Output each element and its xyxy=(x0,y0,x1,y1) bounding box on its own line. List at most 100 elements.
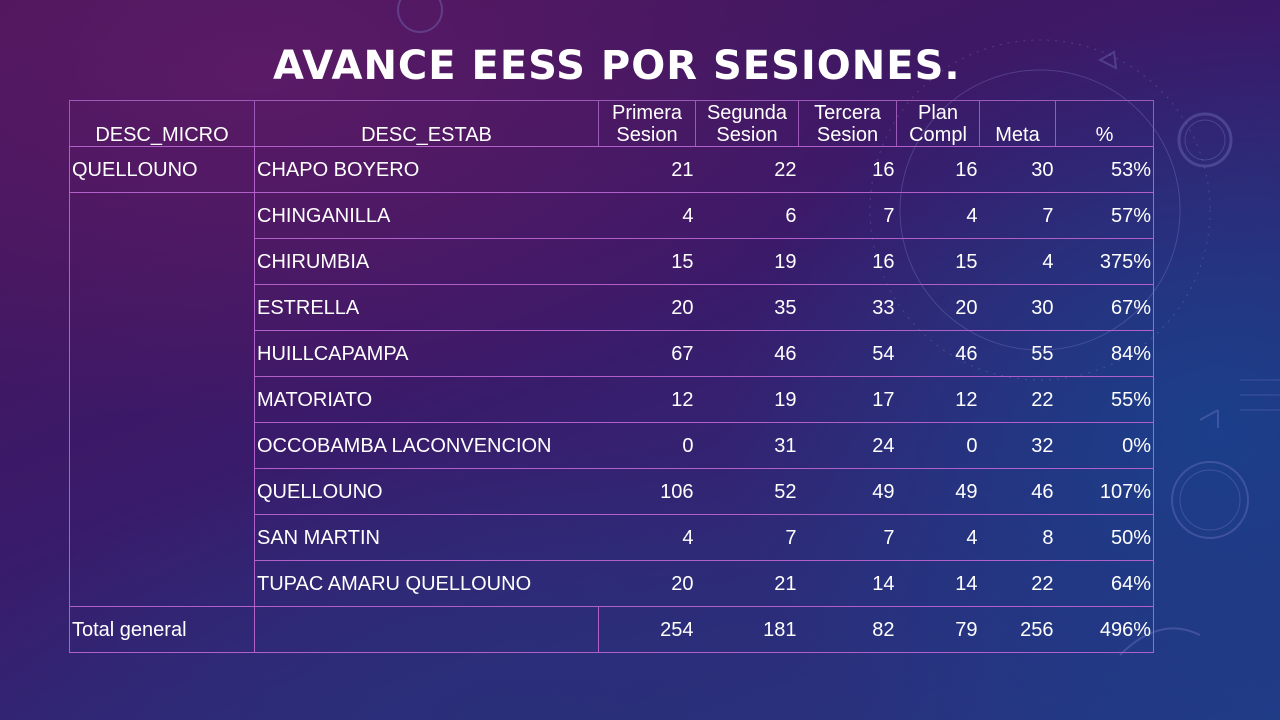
cell-meta: 55 xyxy=(979,330,1056,377)
cell-percent: 57% xyxy=(1055,192,1154,239)
cell-percent: 55% xyxy=(1055,376,1154,423)
cell-tercera: 24 xyxy=(798,422,897,469)
cell-meta: 30 xyxy=(979,284,1056,331)
cell-meta: 4 xyxy=(979,238,1056,285)
total-tercera: 82 xyxy=(798,606,897,653)
cell-plan: 20 xyxy=(896,284,980,331)
cell-desc-micro: QUELLOUNO xyxy=(69,146,255,193)
cell-primera: 106 xyxy=(598,468,696,515)
header-desc-estab: DESC_ESTAB xyxy=(254,100,599,147)
cell-primera: 67 xyxy=(598,330,696,377)
cell-plan: 14 xyxy=(896,560,980,607)
cell-segunda: 52 xyxy=(695,468,799,515)
cell-segunda: 21 xyxy=(695,560,799,607)
cell-meta: 7 xyxy=(979,192,1056,239)
cell-segunda: 31 xyxy=(695,422,799,469)
total-estab-empty xyxy=(254,606,599,653)
cell-meta: 8 xyxy=(979,514,1056,561)
cell-segunda: 7 xyxy=(695,514,799,561)
cell-percent: 53% xyxy=(1055,146,1154,193)
total-row: Total general 254 181 82 79 256 496% xyxy=(69,606,1154,653)
table-row: HUILLCAPAMPA 67 46 54 46 55 84% xyxy=(70,330,1154,377)
cell-segunda: 22 xyxy=(695,146,799,193)
cell-desc-estab: MATORIATO xyxy=(254,376,599,423)
cell-primera: 21 xyxy=(598,146,696,193)
cell-primera: 12 xyxy=(598,376,696,423)
cell-plan: 4 xyxy=(896,514,980,561)
cell-segunda: 6 xyxy=(695,192,799,239)
cell-desc-estab: CHINGANILLA xyxy=(254,192,599,239)
table-row: ESTRELLA 20 35 33 20 30 67% xyxy=(70,284,1154,331)
table-row: MATORIATO 12 19 17 12 22 55% xyxy=(70,376,1154,423)
table-row: QUELLOUNO CHAPO BOYERO 21 22 16 16 30 53… xyxy=(69,146,1154,193)
cell-tercera: 16 xyxy=(798,238,897,285)
cell-percent: 50% xyxy=(1055,514,1154,561)
cell-tercera: 7 xyxy=(798,514,897,561)
cell-primera: 4 xyxy=(598,514,696,561)
total-percent: 496% xyxy=(1055,606,1154,653)
total-primera: 254 xyxy=(598,606,696,653)
table-row: CHINGANILLA 4 6 7 4 7 57% xyxy=(69,192,1154,607)
cell-segunda: 35 xyxy=(695,284,799,331)
cell-primera: 4 xyxy=(598,192,696,239)
cell-plan: 4 xyxy=(896,192,980,239)
cell-plan: 49 xyxy=(896,468,980,515)
cell-desc-estab: TUPAC AMARU QUELLOUNO xyxy=(254,560,599,607)
cell-plan: 15 xyxy=(896,238,980,285)
table-row: TUPAC AMARU QUELLOUNO 20 21 14 14 22 64% xyxy=(70,560,1154,607)
header-plan-compl: Plan Compl xyxy=(896,100,980,147)
table-row: CHIRUMBIA 15 19 16 15 4 375% xyxy=(70,238,1154,285)
cell-tercera: 49 xyxy=(798,468,897,515)
cell-tercera: 17 xyxy=(798,376,897,423)
header-percent: % xyxy=(1055,100,1154,147)
cell-percent: 67% xyxy=(1055,284,1154,331)
total-segunda: 181 xyxy=(695,606,799,653)
cell-primera: 20 xyxy=(598,284,696,331)
table-row: OCCOBAMBA LACONVENCION 0 31 24 0 32 0% xyxy=(70,422,1154,469)
cell-primera: 15 xyxy=(598,238,696,285)
cell-percent: 0% xyxy=(1055,422,1154,469)
cell-desc-estab: OCCOBAMBA LACONVENCION xyxy=(254,422,599,469)
header-tercera-sesion: Tercera Sesion xyxy=(798,100,897,147)
header-meta: Meta xyxy=(979,100,1056,147)
cell-plan: 0 xyxy=(896,422,980,469)
cell-segunda: 46 xyxy=(695,330,799,377)
cell-desc-estab: QUELLOUNO xyxy=(254,468,599,515)
header-primera-sesion: Primera Sesion xyxy=(598,100,696,147)
cell-segunda: 19 xyxy=(695,376,799,423)
sessions-table: DESC_MICRO DESC_ESTAB Primera Sesion Segu… xyxy=(69,100,1154,653)
cell-tercera: 14 xyxy=(798,560,897,607)
cell-tercera: 7 xyxy=(798,192,897,239)
cell-meta: 30 xyxy=(979,146,1056,193)
cell-tercera: 33 xyxy=(798,284,897,331)
cell-plan: 46 xyxy=(896,330,980,377)
cell-desc-estab: SAN MARTIN xyxy=(254,514,599,561)
cell-meta: 22 xyxy=(979,376,1056,423)
cell-tercera: 16 xyxy=(798,146,897,193)
cell-desc-estab: HUILLCAPAMPA xyxy=(254,330,599,377)
cell-percent: 375% xyxy=(1055,238,1154,285)
cell-percent: 107% xyxy=(1055,468,1154,515)
table-row: QUELLOUNO 106 52 49 49 46 107% xyxy=(70,468,1154,515)
cell-percent: 84% xyxy=(1055,330,1154,377)
header-desc-micro: DESC_MICRO xyxy=(69,100,255,147)
cell-meta: 32 xyxy=(979,422,1056,469)
cell-primera: 20 xyxy=(598,560,696,607)
cell-plan: 16 xyxy=(896,146,980,193)
cell-segunda: 19 xyxy=(695,238,799,285)
cell-desc-micro-empty xyxy=(69,192,255,607)
table-row: SAN MARTIN 4 7 7 4 8 50% xyxy=(70,514,1154,561)
cell-meta: 22 xyxy=(979,560,1056,607)
cell-plan: 12 xyxy=(896,376,980,423)
cell-percent: 64% xyxy=(1055,560,1154,607)
total-label: Total general xyxy=(69,606,255,653)
table-header-row: DESC_MICRO DESC_ESTAB Primera Sesion Segu… xyxy=(69,100,1154,147)
cell-desc-estab: CHAPO BOYERO xyxy=(254,146,599,193)
cell-desc-estab: ESTRELLA xyxy=(254,284,599,331)
header-segunda-sesion: Segunda Sesion xyxy=(695,100,799,147)
total-meta: 256 xyxy=(979,606,1056,653)
cell-primera: 0 xyxy=(598,422,696,469)
cell-desc-estab: CHIRUMBIA xyxy=(254,238,599,285)
cell-tercera: 54 xyxy=(798,330,897,377)
cell-meta: 46 xyxy=(979,468,1056,515)
